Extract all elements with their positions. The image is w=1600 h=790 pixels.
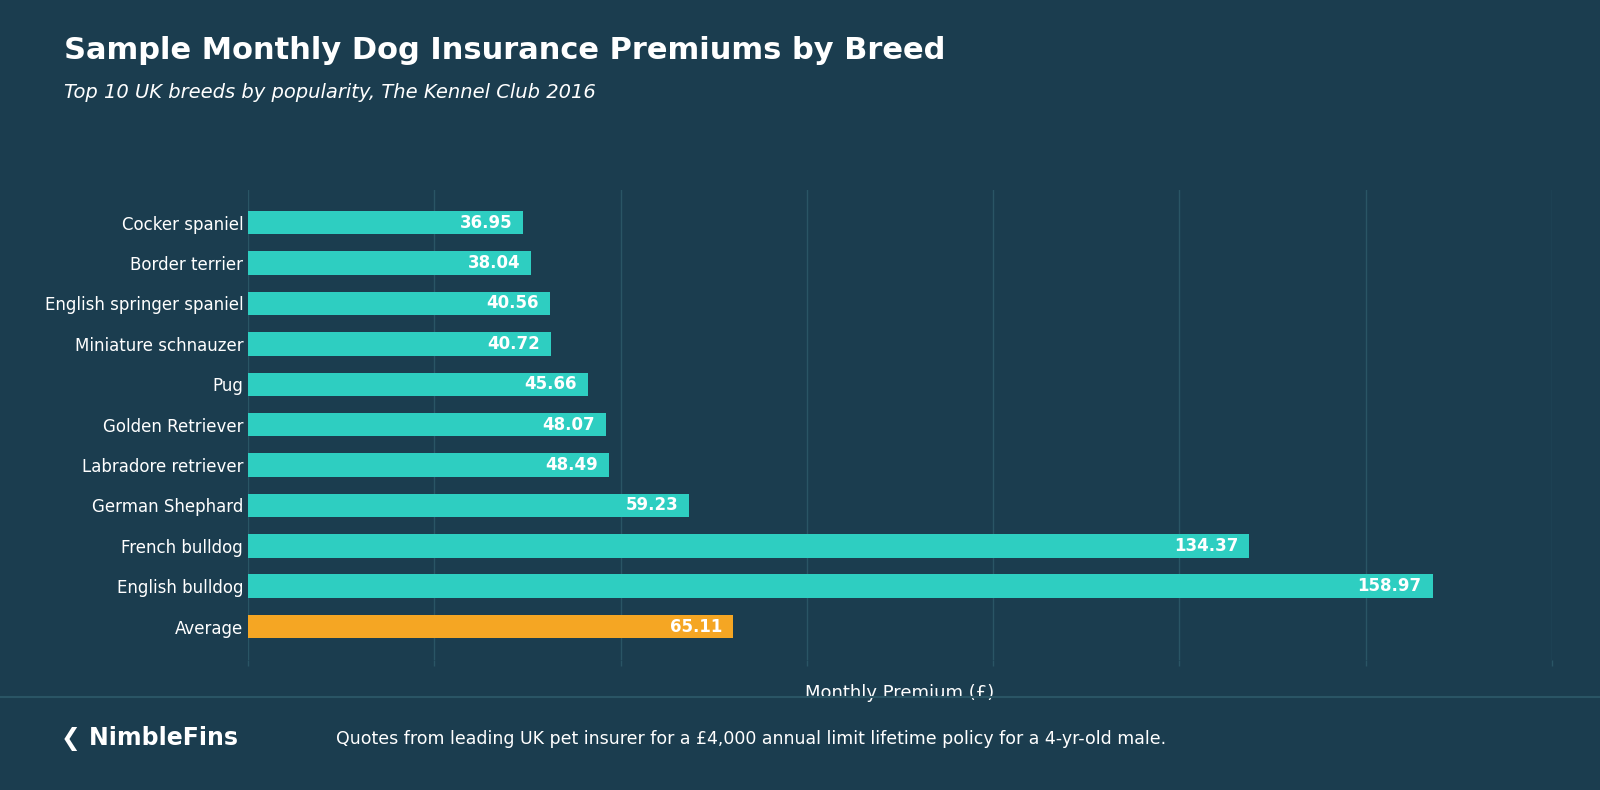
Text: 65.11: 65.11: [670, 618, 722, 636]
Bar: [248, 453, 610, 476]
Bar: [248, 373, 589, 396]
Text: Quotes from leading UK pet insurer for a £4,000 annual limit lifetime policy for: Quotes from leading UK pet insurer for a…: [336, 730, 1166, 747]
Text: 38.04: 38.04: [467, 254, 520, 272]
Text: ❮ NimbleFins: ❮ NimbleFins: [61, 726, 238, 751]
Text: 40.56: 40.56: [486, 295, 539, 313]
Bar: [248, 615, 733, 638]
Text: 59.23: 59.23: [626, 496, 678, 514]
Bar: [248, 332, 552, 356]
Text: 48.07: 48.07: [542, 416, 595, 434]
X-axis label: Monthly Premium (£): Monthly Premium (£): [805, 684, 995, 702]
Text: Sample Monthly Dog Insurance Premiums by Breed: Sample Monthly Dog Insurance Premiums by…: [64, 36, 946, 65]
Bar: [248, 574, 1432, 598]
Bar: [248, 251, 531, 275]
Bar: [248, 211, 523, 235]
Text: 134.37: 134.37: [1174, 536, 1238, 555]
Text: 45.66: 45.66: [525, 375, 578, 393]
Text: Top 10 UK breeds by popularity, The Kennel Club 2016: Top 10 UK breeds by popularity, The Kenn…: [64, 83, 595, 102]
Text: 36.95: 36.95: [459, 213, 512, 231]
Bar: [248, 413, 606, 436]
Bar: [248, 494, 690, 517]
Text: 158.97: 158.97: [1357, 577, 1421, 595]
Text: 40.72: 40.72: [488, 335, 541, 353]
Bar: [248, 534, 1250, 558]
Bar: [248, 292, 550, 315]
Text: 48.49: 48.49: [546, 456, 598, 474]
